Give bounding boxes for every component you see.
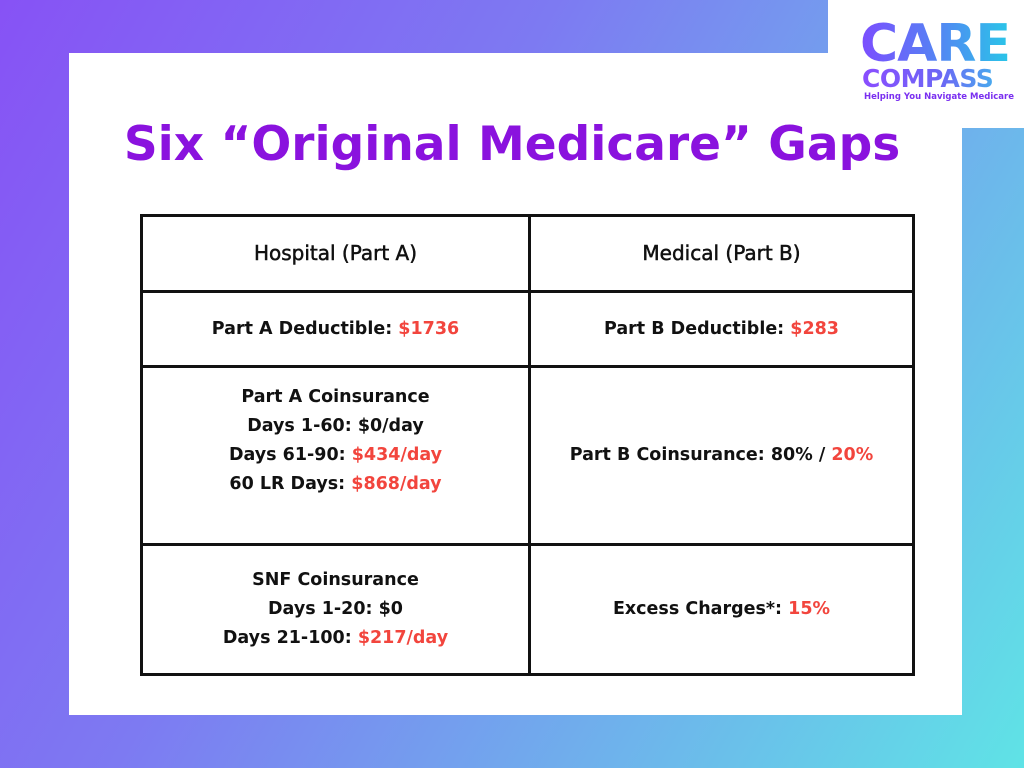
part-b-deductible-value: $283 [790, 318, 839, 339]
part-b-deductible-label: Part B Deductible: [603, 318, 791, 339]
snf-days-21-100-label: Days 21-100: [222, 628, 358, 648]
days-61-90-label: Days 61-90: [228, 444, 352, 465]
snf-days-21-100: Days 21-100: $217/day [149, 624, 522, 653]
part-a-lr-days: 60 LR Days: $868/day [149, 470, 522, 499]
snf-days-1-20: Days 1-20: $0 [268, 599, 403, 619]
cell-part-a-deductible: Part A Deductible: $1736 [140, 290, 531, 368]
part-a-deductible-value: $1736 [398, 318, 460, 339]
cell-part-b-coinsurance: Part B Coinsurance: 80% / 20% [528, 365, 915, 546]
care-compass-logo: CARE COMPASS Helping You Navigate Medica… [828, 0, 1024, 128]
excess-charges-value: 15% [788, 599, 831, 619]
medicare-gaps-table: Hospital (Part A) Medical (Part B) Part … [140, 214, 915, 676]
table-header-row: Hospital (Part A) Medical (Part B) [140, 214, 915, 293]
page-title: Six “Original Medicare” Gaps [123, 117, 901, 172]
logo-care-text: CARE [860, 14, 1011, 74]
part-b-coinsurance-value: 20% [831, 445, 874, 465]
lr-days-label: 60 LR Days: [229, 473, 352, 494]
logo-tagline: Helping You Navigate Medicare [864, 92, 1014, 102]
snf-coinsurance-title: SNF Coinsurance [252, 570, 419, 590]
logo-compass-text: COMPASS [862, 64, 994, 93]
lr-days-value: $868/day [351, 473, 442, 494]
cell-snf-coinsurance: SNF Coinsurance Days 1-20: $0 Days 21-10… [140, 543, 531, 676]
part-a-days-1-60: Days 1-60: $0/day [247, 415, 424, 436]
part-a-deductible-label: Part A Deductible: [211, 318, 399, 339]
days-61-90-value: $434/day [351, 444, 443, 465]
cell-excess-charges: Excess Charges*: 15% [528, 543, 915, 676]
part-a-coinsurance-title: Part A Coinsurance [241, 386, 430, 407]
part-b-coinsurance-label: Part B Coinsurance: 80% / [569, 445, 832, 465]
part-a-days-61-90: Days 61-90: $434/day [149, 441, 522, 470]
snf-days-21-100-value: $217/day [357, 628, 449, 648]
excess-charges-label: Excess Charges*: [612, 599, 789, 619]
table-row-deductibles: Part A Deductible: $1736 Part B Deductib… [140, 290, 915, 368]
cell-part-b-deductible: Part B Deductible: $283 [528, 290, 915, 368]
header-medical-part-b: Medical (Part B) [528, 214, 915, 293]
table-row-coinsurance: Part A Coinsurance Days 1-60: $0/day Day… [140, 365, 915, 546]
table-row-snf-excess: SNF Coinsurance Days 1-20: $0 Days 21-10… [140, 543, 915, 676]
cell-part-a-coinsurance: Part A Coinsurance Days 1-60: $0/day Day… [140, 365, 531, 546]
header-hospital-part-a: Hospital (Part A) [140, 214, 531, 293]
